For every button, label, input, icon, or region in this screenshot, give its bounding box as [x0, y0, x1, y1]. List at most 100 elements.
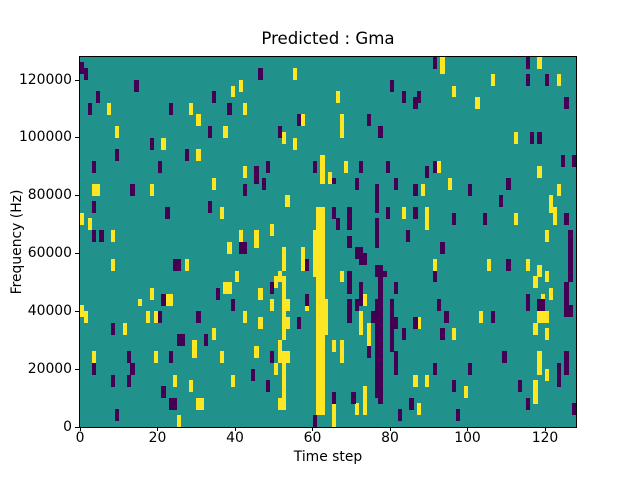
heatmap-cell: [463, 386, 468, 399]
heatmap-cell: [91, 363, 96, 375]
heatmap-cell: [161, 386, 166, 399]
heatmap-cell: [533, 322, 538, 335]
heatmap-cell: [432, 57, 437, 69]
heatmap-cell: [424, 374, 430, 387]
heatmap-cell: [281, 351, 286, 375]
x-tick-mark: [544, 427, 546, 431]
heatmap-cell: [320, 154, 325, 185]
heatmap-cell: [537, 264, 542, 277]
heatmap-cell: [440, 241, 445, 254]
heatmap-cell: [312, 230, 317, 277]
heatmap-cell: [266, 380, 271, 393]
x-axis-label: Time step: [293, 449, 363, 465]
heatmap-cell: [111, 374, 116, 387]
heatmap-cell: [556, 183, 561, 196]
heatmap-cell: [277, 270, 282, 283]
heatmap-cell: [122, 322, 127, 335]
heatmap-cell: [169, 397, 174, 410]
heatmap-cell: [483, 212, 488, 225]
heatmap-cell: [533, 380, 538, 404]
heatmap-cell: [390, 79, 395, 92]
heatmap-cell: [231, 374, 236, 387]
heatmap-cell: [227, 282, 232, 295]
heatmap-cell: [409, 397, 414, 410]
y-tick-mark: [75, 253, 79, 255]
heatmap-cell: [173, 397, 178, 410]
heatmap-cell: [91, 201, 96, 214]
heatmap-cell: [130, 363, 135, 375]
heatmap-cell: [393, 316, 399, 329]
heatmap-cell: [541, 310, 546, 323]
heatmap-cell: [378, 299, 383, 404]
heatmap-cell: [328, 172, 333, 185]
y-tick-mark: [75, 310, 79, 312]
heatmap-cell: [393, 178, 399, 190]
heatmap-cell: [269, 299, 275, 312]
y-tick-mark: [75, 137, 79, 139]
heatmap-cell: [572, 403, 576, 416]
heatmap-cell: [432, 160, 437, 173]
heatmap-cell: [262, 178, 267, 190]
heatmap-cell: [238, 79, 244, 92]
heatmap-cell: [378, 125, 383, 138]
heatmap-cell: [355, 247, 360, 260]
heatmap-cell: [95, 183, 100, 196]
heatmap-cell: [525, 57, 530, 69]
heatmap-cell: [490, 310, 496, 323]
heatmap-cell: [393, 351, 399, 375]
heatmap-cell: [157, 160, 162, 173]
heatmap-cell: [517, 380, 523, 393]
heatmap-cell: [475, 97, 480, 110]
heatmap-cell: [83, 68, 89, 81]
heatmap-cell: [564, 212, 569, 225]
heatmap-cell: [238, 241, 244, 254]
x-tick-label: 0: [75, 430, 85, 446]
heatmap-cell: [324, 299, 329, 335]
heatmap-cell: [548, 287, 554, 300]
heatmap-cell: [281, 247, 286, 271]
heatmap-cell: [351, 391, 356, 404]
heatmap-cell: [169, 293, 174, 306]
heatmap-cell: [444, 310, 449, 323]
heatmap-cell: [359, 310, 364, 335]
heatmap-cell: [424, 206, 430, 231]
heatmap-cell: [525, 397, 530, 410]
heatmap-cell: [432, 270, 437, 283]
chart-title: Predicted : Gma: [261, 29, 395, 48]
heatmap-cell: [362, 386, 368, 416]
heatmap-cell: [277, 339, 282, 364]
heatmap-cell: [386, 160, 391, 173]
heatmap-cell: [300, 114, 306, 127]
heatmap-cell: [452, 380, 457, 393]
heatmap-cell: [568, 305, 573, 318]
x-tick-label: 100: [454, 430, 481, 446]
y-tick-label: 0: [63, 418, 72, 435]
heatmap-cell: [502, 351, 507, 364]
heatmap-cell: [479, 310, 484, 323]
heatmap-cell: [556, 363, 561, 387]
heatmap-cell: [153, 351, 158, 364]
heatmap-cell: [514, 131, 519, 144]
heatmap-cell: [440, 328, 445, 341]
y-tick-label: 100000: [18, 129, 72, 146]
heatmap-cell: [258, 287, 263, 300]
heatmap-cell: [335, 218, 341, 231]
heatmap-cell: [242, 102, 248, 115]
heatmap-cell: [339, 114, 344, 138]
heatmap-cell: [204, 334, 209, 347]
heatmap-cell: [269, 351, 275, 364]
heatmap-cell: [417, 91, 422, 104]
heatmap-cell: [196, 310, 201, 323]
heatmap-cell: [331, 178, 337, 185]
heatmap-cell: [545, 310, 550, 323]
heatmap-cell: [440, 62, 445, 75]
x-tick-label: 120: [531, 430, 559, 446]
heatmap-cell: [184, 258, 189, 271]
heatmap-cell: [347, 270, 352, 295]
heatmap-cell: [347, 235, 352, 248]
heatmap-cell: [149, 183, 155, 196]
heatmap-cell: [80, 62, 85, 75]
y-tick-mark: [75, 426, 79, 428]
heatmap-cell: [397, 409, 403, 422]
y-tick-label: 120000: [18, 71, 72, 88]
